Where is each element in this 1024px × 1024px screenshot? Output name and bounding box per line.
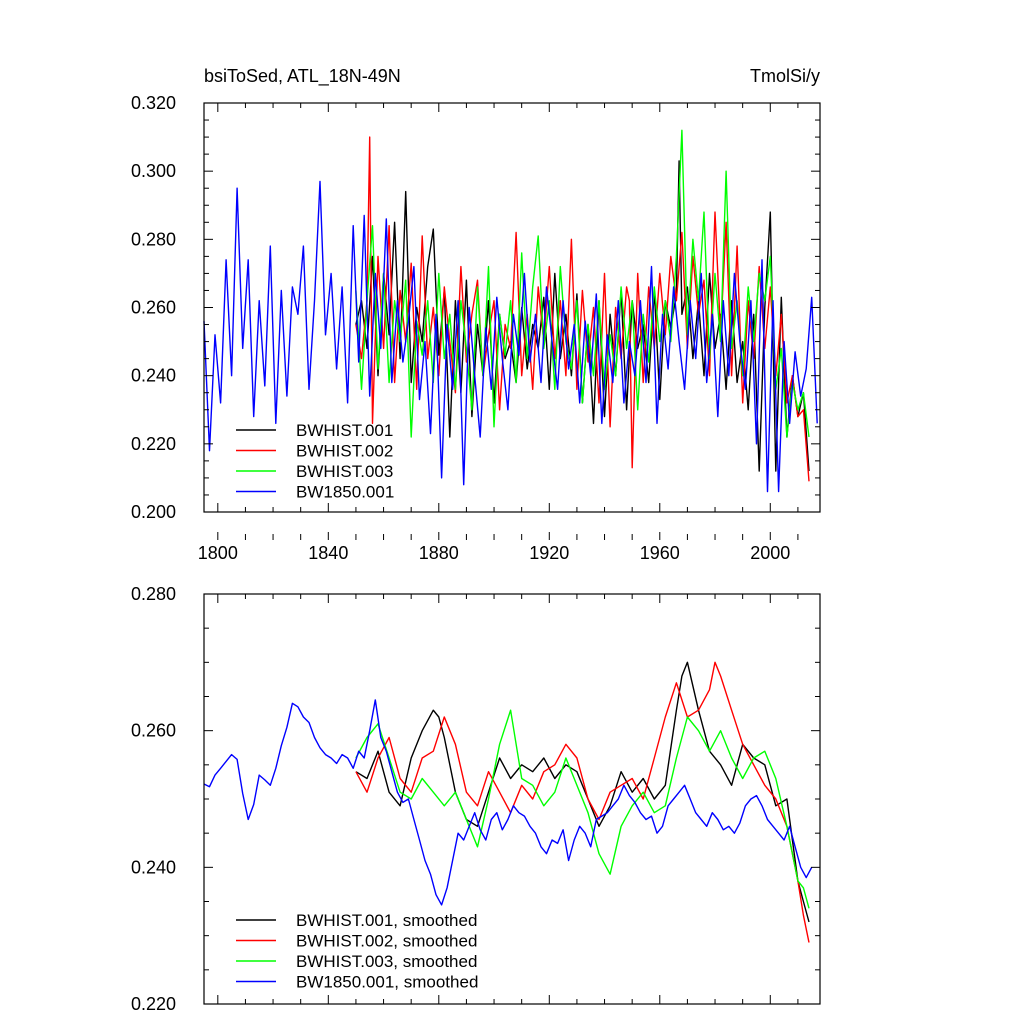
y-tick-label: 0.200 (131, 502, 176, 522)
x-tick-label: 1800 (198, 543, 238, 563)
series-line-2 (355, 709, 810, 909)
bottom-series-lines (203, 661, 813, 943)
y-tick-label: 0.260 (131, 298, 176, 318)
series-line-1 (355, 661, 810, 943)
y-tick-label: 0.240 (131, 857, 176, 877)
legend-label: BWHIST.002 (296, 442, 393, 461)
y-tick-label: 0.220 (131, 434, 176, 454)
series-line-3 (203, 180, 818, 493)
bottom-plot-frame (203, 593, 821, 1005)
legend-label: BWHIST.003, smoothed (296, 952, 477, 971)
y-tick-label: 0.320 (131, 93, 176, 113)
legend-label: BW1850.001 (296, 483, 394, 502)
panel-top-chart: bsiToSed, ATL_18N-49N TmolSi/y 0.200 0.22… (131, 66, 821, 563)
series-line-1 (355, 136, 810, 482)
x-tick-label: 1880 (419, 543, 459, 563)
bottom-axis-ticks: 0.220 0.240 0.260 0.280 (131, 584, 820, 1014)
legend-label: BWHIST.003 (296, 462, 393, 481)
top-series-lines (203, 129, 818, 493)
x-tick-label: 1840 (308, 543, 348, 563)
y-tick-label: 0.280 (131, 584, 176, 604)
y-tick-label: 0.220 (131, 994, 176, 1014)
top-axis-ticks: 0.200 0.220 0.240 0.260 0.280 0.300 0.320 1800 1… (131, 93, 820, 563)
y-tick-label: 0.260 (131, 721, 176, 741)
bottom-legend: BWHIST.001, smoothed BWHIST.002, smoothed… (236, 911, 478, 992)
y-tick-label: 0.240 (131, 366, 176, 386)
x-tick-label: 1920 (529, 543, 569, 563)
series-line-3 (203, 699, 813, 906)
chart-units: TmolSi/y (750, 66, 820, 86)
panel-bottom-chart: 0.220 0.240 0.260 0.280 BWHIST.001, smoothe… (131, 584, 821, 1014)
series-line-0 (355, 661, 810, 923)
x-tick-label: 2000 (750, 543, 790, 563)
legend-label: BWHIST.002, smoothed (296, 932, 477, 951)
legend-label: BWHIST.001, smoothed (296, 911, 477, 930)
legend-label: BW1850.001, smoothed (296, 973, 478, 992)
legend-label: BWHIST.001 (296, 421, 393, 440)
x-tick-label: 1960 (640, 543, 680, 563)
chart-title: bsiToSed, ATL_18N-49N (204, 66, 401, 87)
y-tick-label: 0.280 (131, 229, 176, 249)
y-tick-label: 0.300 (131, 161, 176, 181)
top-plot-frame (203, 102, 821, 513)
series-line-2 (355, 129, 810, 438)
series-line-0 (355, 160, 810, 472)
